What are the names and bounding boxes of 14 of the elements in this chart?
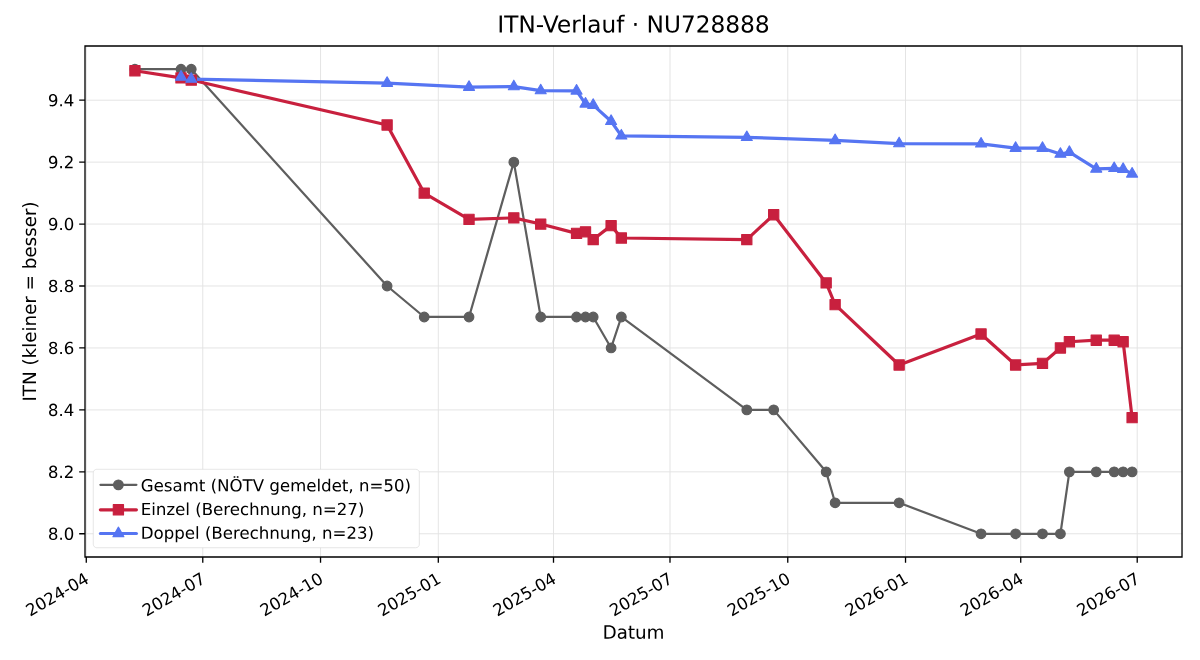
legend-label: Doppel (Berechnung, n=23) xyxy=(142,526,373,543)
y-tick-label: 9.0 xyxy=(48,217,74,231)
y-tick-label: 9.4 xyxy=(48,93,74,107)
y-tick-label: 8.2 xyxy=(49,465,73,479)
legend-label: Gesamt (NÖTV gemeldet, n=50) xyxy=(141,476,410,495)
legend-label: Einzel (Berechnung, n=27) xyxy=(142,502,363,519)
chart-title: ITN-Verlauf · NU728888 xyxy=(499,14,769,33)
x-axis-title: Datum xyxy=(604,625,663,639)
y-tick-label: 8.8 xyxy=(49,279,74,293)
y-tick-label: 9.2 xyxy=(48,155,73,169)
y-tick-label: 8.4 xyxy=(49,403,74,417)
y-tick-label: 8.6 xyxy=(49,341,74,355)
y-tick-label: 8.0 xyxy=(49,527,74,541)
y-axis-title: ITN (kleiner = besser) xyxy=(22,203,39,400)
